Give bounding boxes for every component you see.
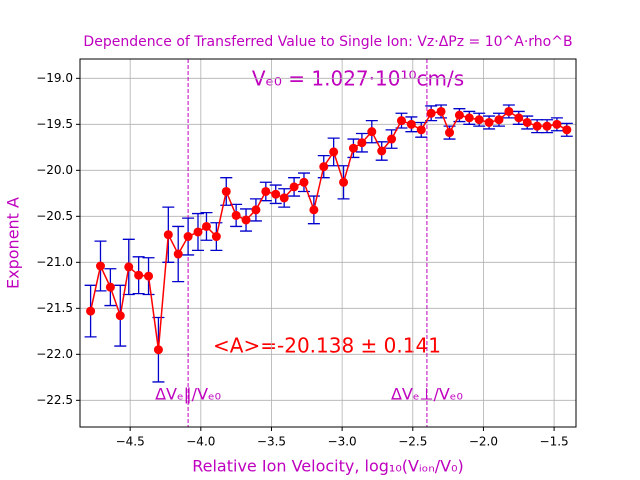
x-tick-label: −3.5	[257, 435, 286, 449]
y-tick-label: −21.0	[36, 255, 73, 269]
data-point	[134, 270, 144, 280]
data-point	[201, 221, 211, 231]
x-axis-label: Relative Ion Velocity, log₁₀(Vᵢₒₙ/V₀)	[192, 457, 464, 476]
y-axis-label: Exponent A	[4, 197, 23, 289]
data-point	[357, 138, 367, 148]
data-point	[367, 127, 377, 137]
data-point	[183, 232, 193, 242]
x-tick-label: −2.5	[398, 435, 427, 449]
x-tick-label: −3.0	[328, 435, 357, 449]
data-point	[261, 186, 271, 196]
data-point	[387, 134, 397, 144]
data-point	[153, 345, 163, 355]
data-point	[426, 108, 436, 118]
y-tick-label: −22.0	[36, 347, 73, 361]
data-point	[299, 177, 309, 187]
data-point	[231, 210, 241, 220]
data-point	[211, 232, 221, 242]
data-point	[406, 119, 416, 129]
data-point	[105, 282, 115, 292]
x-tick-label: −4.0	[186, 435, 215, 449]
data-point	[445, 128, 455, 138]
data-point	[271, 189, 281, 199]
data-point	[221, 186, 231, 196]
data-point	[484, 117, 494, 127]
data-line	[89, 110, 568, 350]
y-tick-label: −22.5	[36, 393, 73, 407]
reference-label: ΔVₑ‖/Vₑ₀	[155, 385, 221, 404]
annotation: <A>=-20.138 ± 0.141	[213, 334, 441, 358]
data-point	[348, 143, 358, 153]
data-point	[173, 249, 183, 259]
data-point	[95, 261, 105, 271]
data-point	[309, 205, 319, 215]
data-point	[319, 162, 329, 172]
y-tick-label: −19.5	[36, 117, 73, 131]
data-point	[416, 125, 426, 135]
y-tick-label: −20.5	[36, 209, 73, 223]
x-tick-label: −2.0	[469, 435, 498, 449]
y-tick-label: −19.0	[36, 71, 73, 85]
data-point	[377, 146, 387, 156]
data-point	[289, 182, 299, 192]
reference-label: ΔVₑ⊥/Vₑ₀	[391, 385, 463, 404]
data-point	[436, 106, 446, 116]
data-point	[124, 262, 134, 272]
data-point	[163, 230, 173, 240]
data-point	[454, 110, 464, 120]
plot-frame	[79, 58, 577, 428]
data-point	[329, 147, 339, 157]
y-tick-label: −21.5	[36, 301, 73, 315]
data-point	[474, 115, 484, 125]
data-point	[241, 215, 251, 225]
chart-title: Dependence of Transferred Value to Singl…	[83, 34, 572, 50]
data-point	[542, 121, 552, 131]
data-point	[339, 177, 349, 187]
data-point	[193, 227, 203, 237]
x-tick-label: −4.5	[116, 435, 145, 449]
data-point	[396, 116, 406, 126]
data-point	[504, 106, 514, 116]
data-point	[251, 205, 261, 215]
data-point	[144, 271, 154, 281]
x-tick-label: −1.5	[540, 435, 569, 449]
data-point	[514, 113, 524, 123]
data-point	[532, 121, 542, 131]
data-point	[279, 193, 289, 203]
y-tick-label: −20.0	[36, 163, 73, 177]
data-point	[464, 113, 474, 123]
data-point	[562, 125, 572, 135]
data-point	[115, 311, 125, 321]
data-point	[494, 115, 504, 125]
data-point	[552, 119, 562, 129]
data-point	[86, 306, 96, 316]
data-point	[522, 117, 532, 127]
